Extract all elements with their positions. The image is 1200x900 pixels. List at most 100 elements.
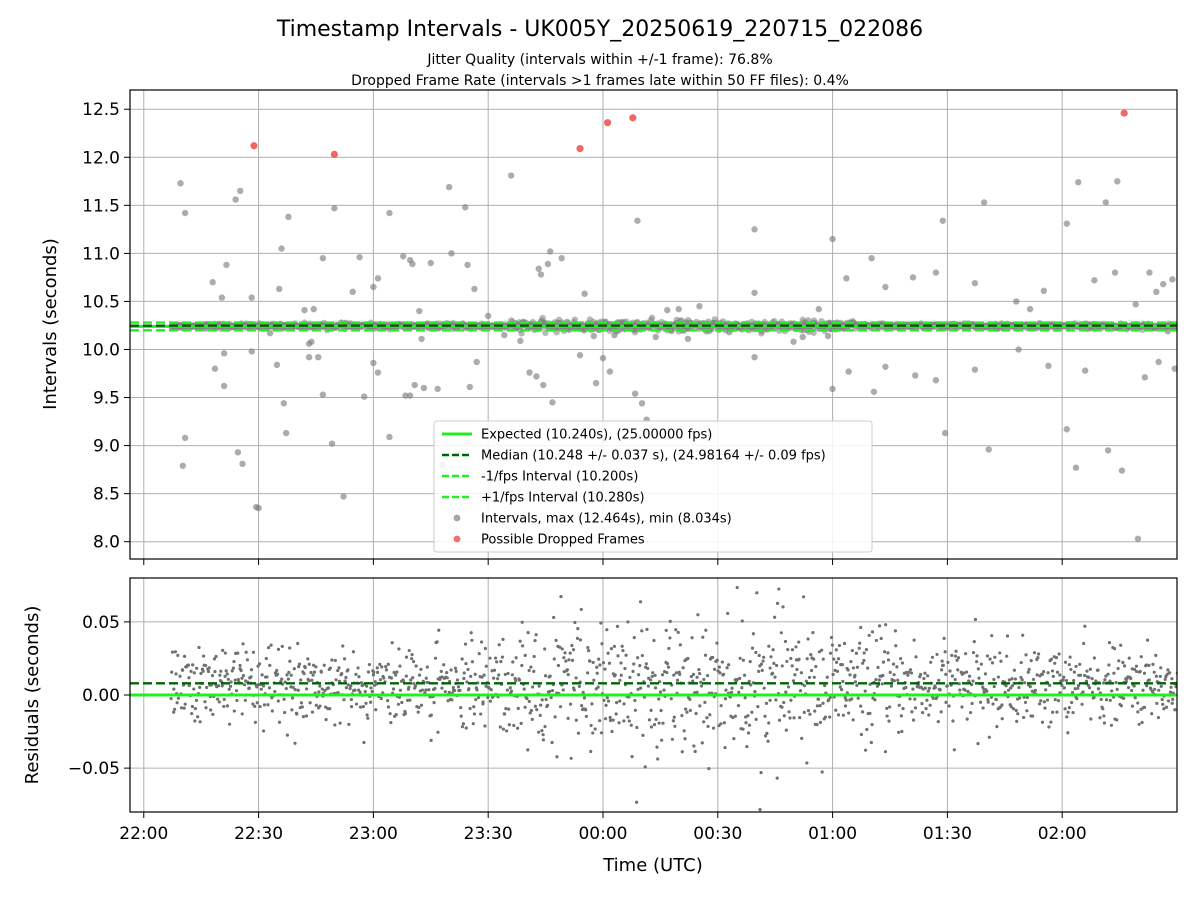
residual-point [674, 628, 678, 632]
residual-point [284, 686, 288, 691]
residual-point [1150, 712, 1154, 716]
residual-point [686, 656, 690, 661]
residual-point [498, 725, 502, 729]
residual-point [840, 663, 845, 667]
residual-point [701, 635, 705, 639]
residual-point [173, 650, 178, 654]
residual-point [466, 667, 470, 672]
residual-point [1044, 688, 1048, 692]
residual-point [605, 696, 609, 700]
interval-point [526, 369, 533, 376]
residual-point [821, 701, 825, 705]
residual-point [297, 665, 301, 669]
residual-point [812, 675, 816, 679]
residual-point [531, 685, 535, 689]
residual-point [646, 684, 650, 688]
residual-point [363, 690, 367, 694]
residual-point [831, 672, 835, 677]
residual-point [507, 723, 511, 727]
residual-point [600, 642, 604, 646]
residual-point [419, 667, 423, 671]
residual-point [369, 700, 373, 704]
interval-point [1141, 374, 1149, 381]
residual-point [780, 705, 784, 709]
residual-point [896, 678, 900, 682]
residual-point [192, 687, 196, 691]
interval-point [360, 393, 368, 400]
dropped-frame-point [576, 145, 584, 153]
residual-point [546, 703, 550, 707]
residual-point [262, 703, 267, 707]
residual-point [255, 701, 259, 705]
residual-point [372, 670, 376, 674]
residual-point [552, 657, 556, 661]
interval-point [1104, 447, 1112, 454]
residual-point [892, 679, 896, 683]
residual-point [322, 663, 326, 667]
residual-point [317, 690, 321, 694]
residual-point [310, 678, 314, 682]
interval-point [648, 314, 656, 321]
residual-point [802, 710, 806, 714]
residual-point [992, 684, 996, 689]
residual-point [1140, 720, 1144, 725]
residual-point [937, 678, 941, 682]
residual-point [1083, 673, 1087, 678]
residual-point [1055, 670, 1060, 674]
residual-point [1158, 674, 1162, 679]
interval-point [181, 434, 189, 442]
residual-point [692, 744, 696, 748]
residual-point [519, 721, 523, 725]
residual-point [582, 696, 587, 700]
interval-point [751, 353, 758, 361]
residual-point [1000, 717, 1004, 721]
residual-point [729, 690, 734, 694]
residual-point [454, 669, 458, 673]
residual-point [1110, 689, 1114, 693]
interval-point [273, 361, 281, 369]
residual-point [900, 729, 904, 734]
residual-point [993, 655, 997, 659]
residual-point [711, 655, 715, 660]
residual-point [1013, 677, 1018, 681]
residual-point [420, 688, 425, 692]
residual-point [697, 667, 701, 672]
residual-point [779, 631, 783, 635]
interval-point [932, 269, 940, 276]
residual-point [552, 615, 556, 620]
residual-point [907, 670, 911, 674]
residual-point [784, 690, 788, 694]
interval-point [1040, 287, 1048, 295]
residual-point [221, 648, 225, 652]
residual-point [904, 670, 908, 675]
residual-point [199, 671, 203, 676]
residual-point [326, 686, 330, 690]
residual-point [404, 674, 408, 678]
residual-point [1067, 706, 1071, 710]
residual-point [453, 666, 458, 670]
residual-point [870, 723, 874, 727]
residual-point [1087, 686, 1092, 690]
residual-point [691, 679, 695, 683]
interval-point [696, 303, 703, 310]
residual-point [738, 656, 742, 660]
residual-point [689, 674, 693, 679]
legend-label: Expected (10.240s), (25.00000 fps) [481, 428, 712, 443]
residual-point [758, 807, 762, 812]
residual-point [314, 703, 318, 707]
residual-point [1053, 698, 1057, 702]
residual-point [314, 665, 318, 669]
residual-point [715, 658, 719, 662]
interval-point [1102, 199, 1110, 206]
residual-point [923, 686, 928, 690]
residual-point [1169, 685, 1173, 689]
residual-point [995, 725, 999, 729]
interval-point [544, 260, 552, 268]
residual-point [501, 637, 505, 641]
interval-point [815, 305, 823, 313]
residual-point [715, 641, 719, 645]
legend: Expected (10.240s), (25.00000 fps) Median… [433, 420, 873, 553]
residual-point [787, 710, 791, 714]
residual-point [893, 629, 897, 633]
residual-point [695, 675, 699, 679]
